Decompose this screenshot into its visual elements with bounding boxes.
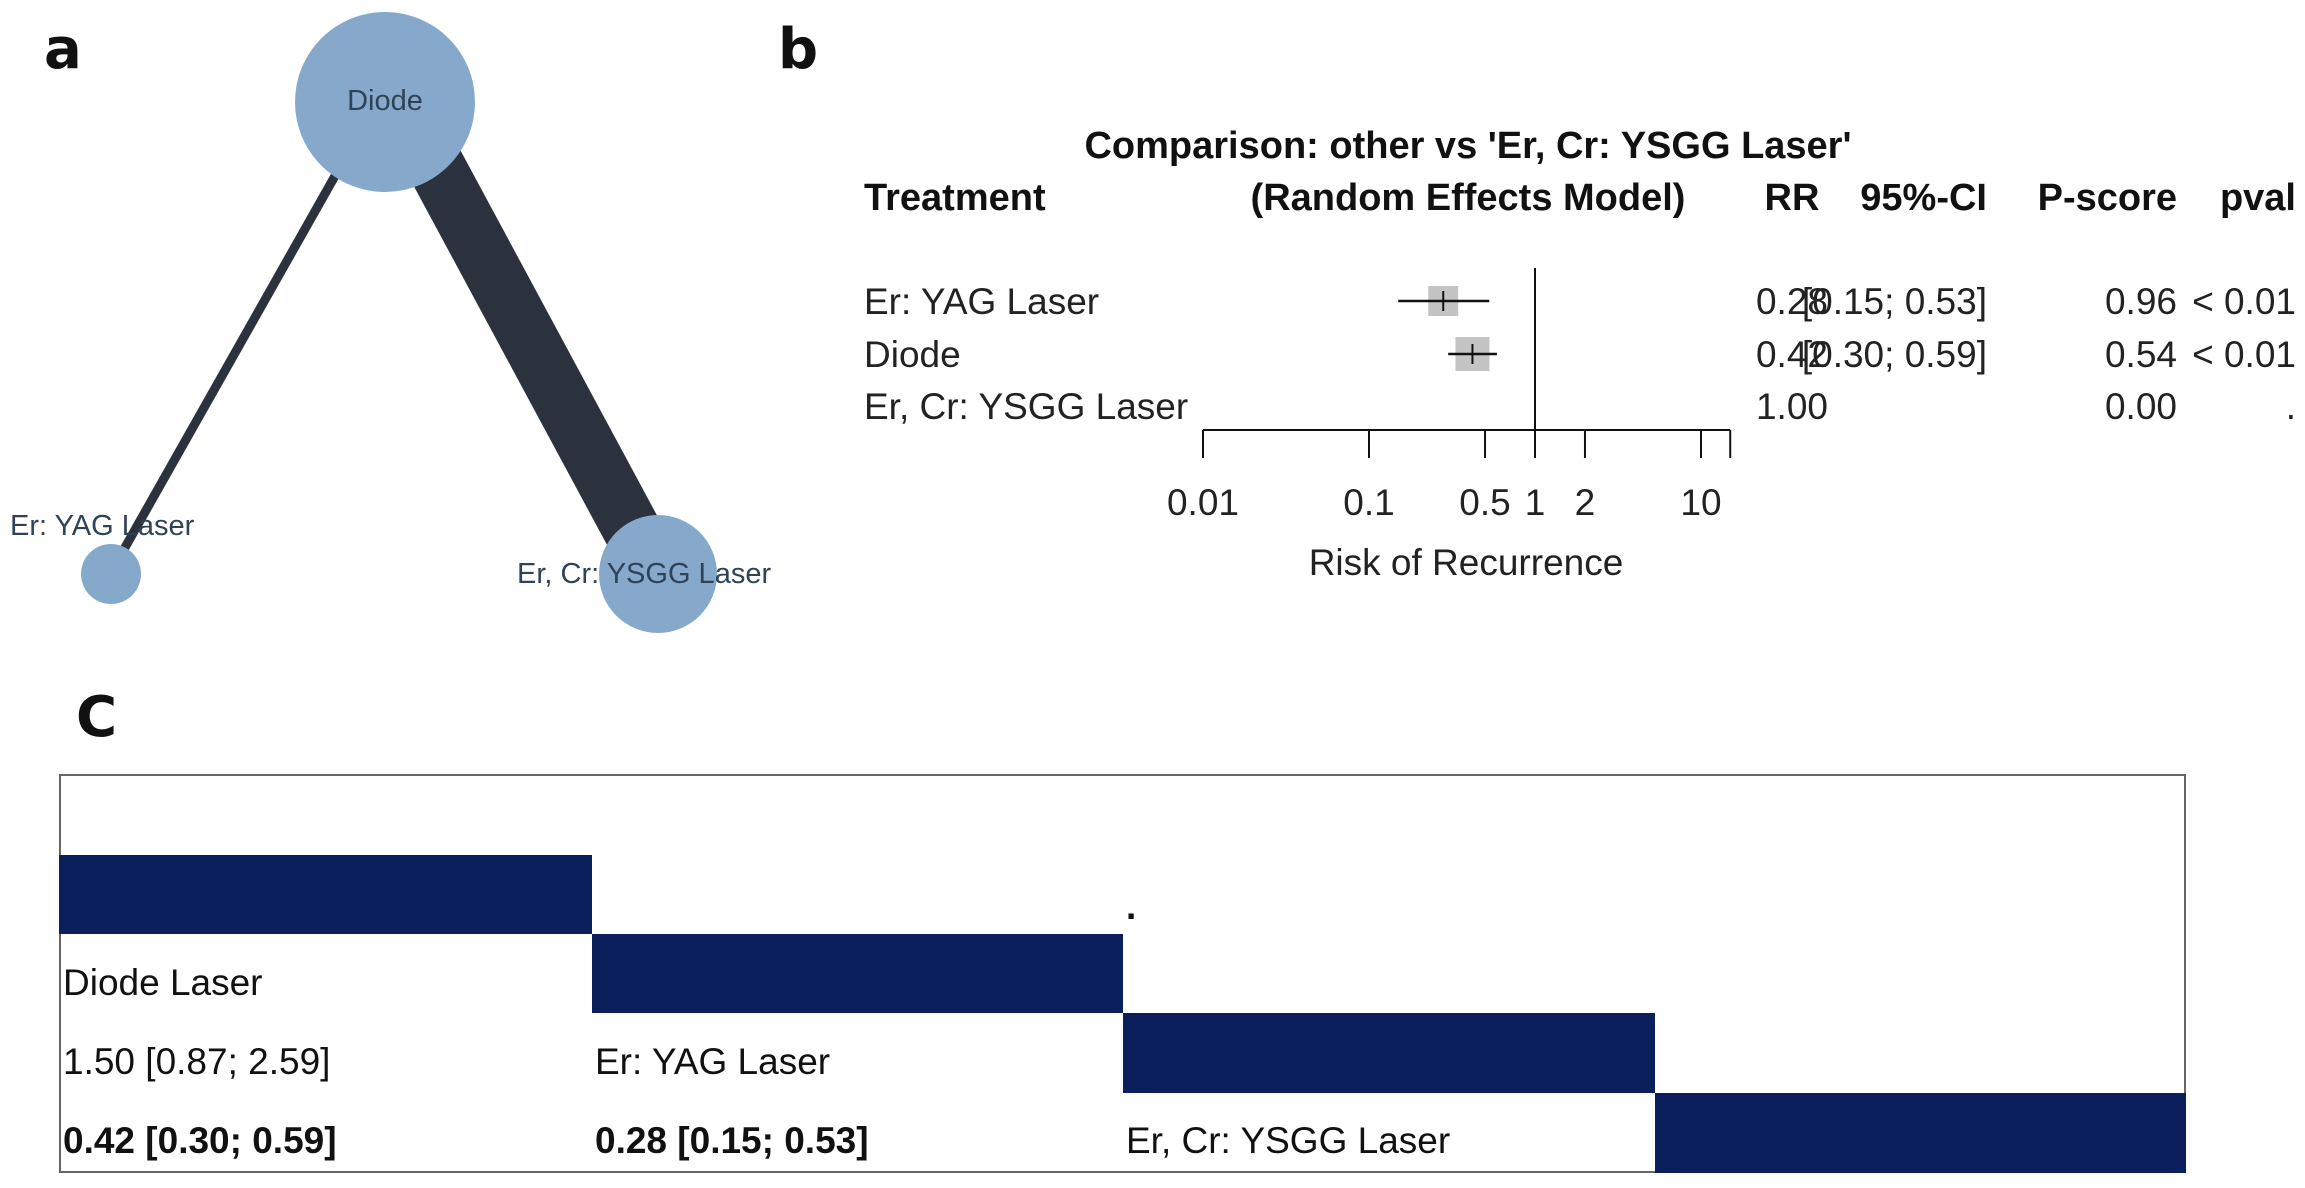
row-pval-value: . xyxy=(2286,386,2296,427)
header-rr: RR xyxy=(1765,177,1820,219)
x-tick-label: 0.1 xyxy=(1343,482,1394,523)
row-pscore-value: 0.54 xyxy=(2105,334,2177,375)
node-ercr xyxy=(599,515,717,633)
row-pscore-value: 0.96 xyxy=(2105,281,2177,322)
x-tick-label: 1 xyxy=(1525,482,1546,523)
cell-r3c1: 0.42 [0.30; 0.59] xyxy=(63,1120,337,1161)
node-label-diode: Diode xyxy=(347,85,423,117)
cell-r3c2: 0.28 [0.15; 0.53] xyxy=(595,1120,869,1161)
x-tick-label: 0.01 xyxy=(1167,482,1239,523)
cell-r2c1: 1.50 [0.87; 2.59] xyxy=(63,1041,331,1082)
row-treatment-label: Er, Cr: YSGG Laser xyxy=(864,386,1188,427)
edge-diode-eryag xyxy=(106,157,348,577)
cell-er-yag-laser: Er: YAG Laser xyxy=(595,1041,831,1082)
diag-block-3 xyxy=(1123,1013,1655,1093)
row-rr-value: 0.28 xyxy=(1756,281,1828,322)
node-label-ercr: Er, Cr: YSGG Laser xyxy=(517,558,771,590)
diag-block-2 xyxy=(592,934,1123,1013)
row-rr-value: 1.00 xyxy=(1756,386,1828,427)
row-ci-value: [0.15; 0.53] xyxy=(1802,281,1987,322)
x-tick-label: 0.5 xyxy=(1459,482,1510,523)
node-eryag xyxy=(81,544,141,604)
row-ci-value: [0.30; 0.59] xyxy=(1802,334,1987,375)
cell-er-cr-ysgg-laser: Er, Cr: YSGG Laser xyxy=(1126,1120,1451,1161)
header-treatment: Treatment xyxy=(864,177,1046,219)
row-treatment-label: Er: YAG Laser xyxy=(864,281,1099,322)
forest-title: Comparison: other vs 'Er, Cr: YSGG Laser… xyxy=(1084,125,1851,167)
header-pscore: P-score xyxy=(2038,177,2177,219)
header-pval: pval xyxy=(2220,177,2296,219)
forest-rows: Er: YAG Laser 0.28[0.15; 0.53] 0.96 < 0.01 D… xyxy=(864,281,2296,427)
row-treatment-label: Diode xyxy=(864,334,961,375)
node-diode xyxy=(295,12,475,192)
header-ci: 95%-CI xyxy=(1860,177,1987,219)
panel-label-c: C xyxy=(76,685,118,750)
diag-block-4 xyxy=(1655,1093,2186,1173)
row-pval-value: < 0.01 xyxy=(2192,334,2296,375)
table-dot: . xyxy=(1126,886,1137,927)
panel-label-a: a xyxy=(44,17,82,82)
x-tick-label: 10 xyxy=(1680,482,1721,523)
league-table xyxy=(59,774,2186,1173)
forest-subtitle: (Random Effects Model) xyxy=(1251,177,1686,219)
cell-diode-laser: Diode Laser xyxy=(63,962,263,1003)
node-label-eryag: Er: YAG Laser xyxy=(10,510,195,542)
diag-block-1 xyxy=(59,855,592,934)
row-pval-value: < 0.01 xyxy=(2192,281,2296,322)
forest-xlabel: Risk of Recurrence xyxy=(1309,542,1624,583)
row-rr-value: 0.42 xyxy=(1756,334,1828,375)
forest-axis: 0.01 0.1 0.5 1 2 10 xyxy=(1167,268,1732,523)
panel-label-b: b xyxy=(778,17,819,82)
x-tick-label: 2 xyxy=(1575,482,1596,523)
edge-diode-ercr xyxy=(404,141,666,559)
row-pscore-value: 0.00 xyxy=(2105,386,2177,427)
